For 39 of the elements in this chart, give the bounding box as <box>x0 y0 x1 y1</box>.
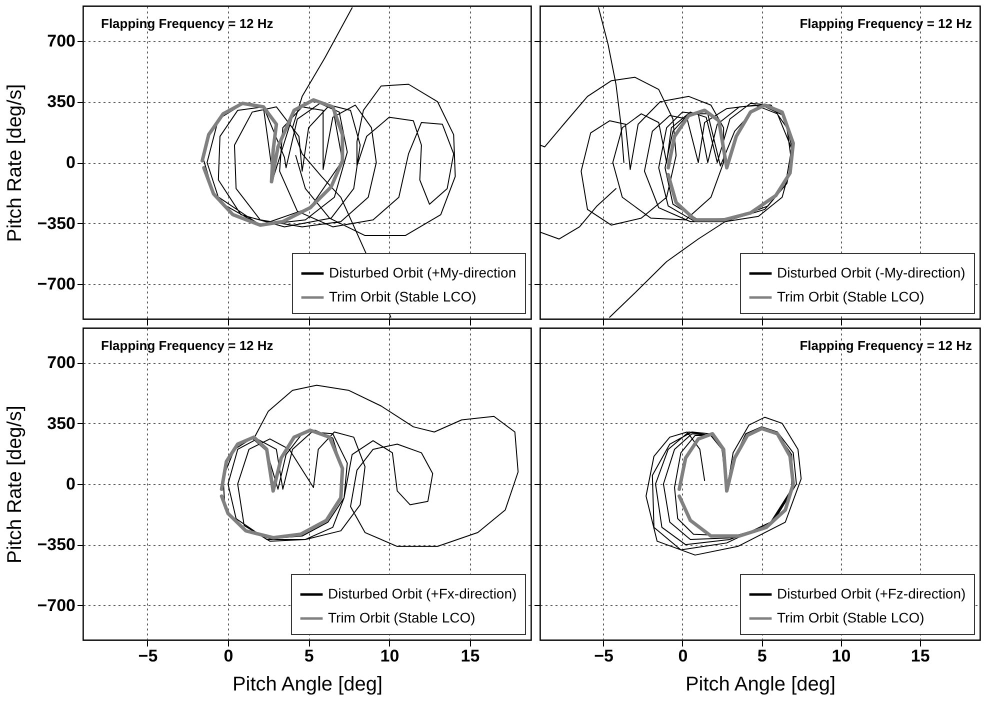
y-axis-title: Pitch Rate [deg/s] <box>4 406 26 564</box>
x-tick-label: 10 <box>380 646 400 666</box>
x-axis-title: Pitch Angle [deg] <box>685 674 836 696</box>
legend-label: Trim Orbit (Stable LCO) <box>777 288 924 304</box>
y-tick-label: 700 <box>47 31 76 50</box>
text: Flapping Frequency = 12 Hz <box>101 16 274 31</box>
x-tick-label: 15 <box>910 646 930 666</box>
y-tick-label: 350 <box>47 92 76 112</box>
x-tick-label: 15 <box>460 646 480 666</box>
x-tick-label: 0 <box>678 646 688 666</box>
x-tick-label: 10 <box>832 646 851 666</box>
x-tick-label: −5 <box>594 646 614 666</box>
legend-label: Disturbed Orbit (+My-direction <box>329 264 516 280</box>
y-tick-label: 350 <box>47 414 76 433</box>
x-tick-label: 0 <box>224 646 234 666</box>
line-series <box>220 428 344 540</box>
legend-label: Disturbed Orbit (+Fz-direction) <box>777 586 966 602</box>
y-tick-label: 0 <box>66 474 76 494</box>
text: Flapping Frequency = 12 Hz <box>800 338 972 353</box>
y-tick-label: 700 <box>47 353 76 372</box>
legend-label: Trim Orbit (Stable LCO) <box>329 288 476 304</box>
x-tick-label: 5 <box>757 646 767 666</box>
y-tick-label: −350 <box>37 535 76 554</box>
y-tick-label: −700 <box>37 274 76 294</box>
line-series <box>200 98 344 227</box>
x-axis-title: Pitch Angle [deg] <box>232 674 383 696</box>
line-series <box>222 384 519 547</box>
y-axis-title: Pitch Rate [deg/s] <box>4 84 26 242</box>
text: Flapping Frequency = 12 Hz <box>101 338 274 353</box>
legend-label: Trim Orbit (Stable LCO) <box>777 610 924 626</box>
x-tick-label: −5 <box>138 646 158 666</box>
legend-label: Disturbed Orbit (+Fx-direction) <box>328 586 517 602</box>
legend-label: Disturbed Orbit (-My-direction) <box>777 264 966 280</box>
y-tick-label: 0 <box>66 153 76 172</box>
legend-label: Trim Orbit (Stable LCO) <box>328 610 476 626</box>
y-tick-label: −350 <box>37 214 76 233</box>
x-tick-label: 5 <box>304 646 314 666</box>
y-tick-label: −700 <box>37 596 76 615</box>
text: Flapping Frequency = 12 Hz <box>800 16 972 31</box>
